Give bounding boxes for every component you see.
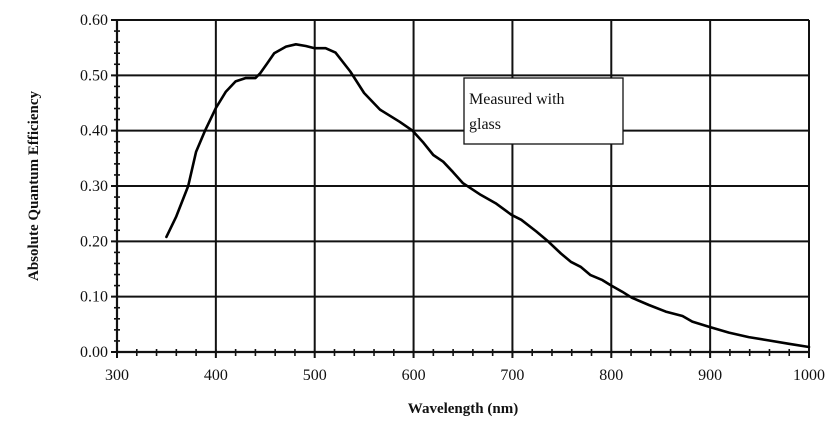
x-tick-label: 600: [402, 367, 426, 384]
annotation-box: Measured with glass: [463, 77, 624, 145]
x-tick-label: 300: [105, 367, 129, 384]
x-tick-label: 400: [204, 367, 228, 384]
y-tick-label: 0.40: [80, 123, 108, 140]
x-tick-label: 900: [698, 367, 722, 384]
x-tick-label: 1000: [793, 367, 825, 384]
annotation-line-1: Measured with: [469, 91, 565, 108]
y-tick-label: 0.10: [80, 289, 108, 306]
y-tick-label: 0.20: [80, 233, 108, 250]
x-tick-label: 500: [303, 367, 327, 384]
x-tick-label: 800: [599, 367, 623, 384]
annotation-rect: [463, 77, 624, 145]
x-tick-label: 700: [500, 367, 524, 384]
y-tick-labels: 0.00 0.10 0.20 0.30 0.40 0.50 0.60: [80, 12, 108, 361]
y-tick-label: 0.50: [80, 67, 108, 84]
y-tick-label: 0.30: [80, 178, 108, 195]
y-tick-label: 0.60: [80, 12, 108, 29]
qe-curve: [165, 42, 811, 349]
x-tick-labels: 300 400 500 600 700 800 900 1000: [105, 367, 825, 384]
y-axis-title: Absolute Quantum Efficiency: [26, 91, 42, 282]
series-layer: [165, 42, 811, 349]
x-axis-title: Wavelength (nm): [408, 401, 518, 417]
annotation-line-2: glass: [469, 116, 501, 133]
y-tick-label: 0.00: [80, 344, 108, 361]
axes: [115, 20, 809, 354]
